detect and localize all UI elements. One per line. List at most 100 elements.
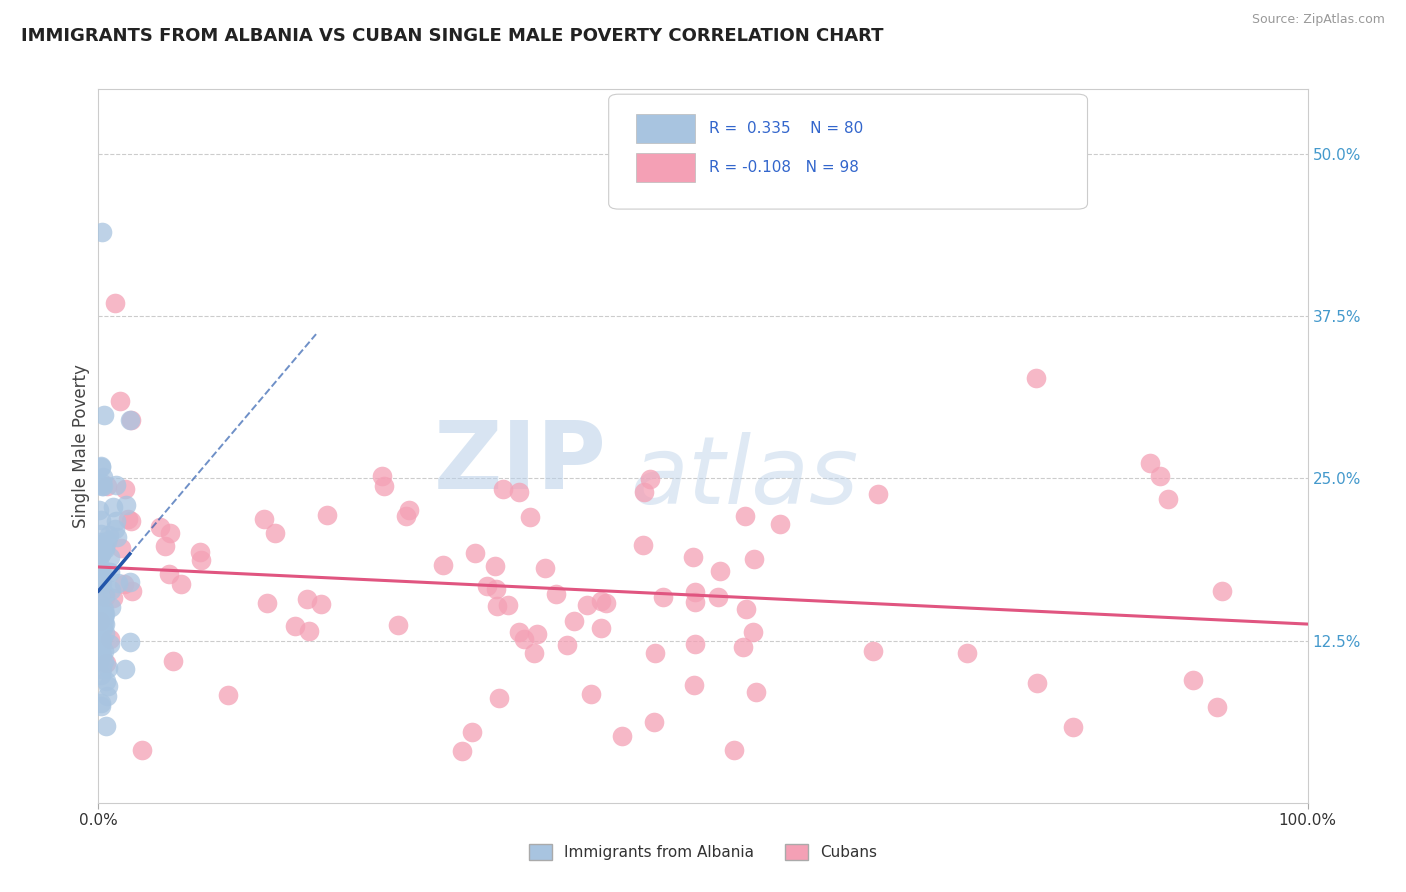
Point — [589, 594, 612, 608]
Point — [89, 570, 111, 584]
Point — [159, 526, 181, 541]
Point — [93, 625, 115, 640]
Point — [1181, 673, 1204, 687]
Point — [731, 640, 754, 655]
Point — [89, 590, 111, 604]
Point — [451, 744, 474, 758]
Point — [651, 590, 673, 604]
Point — [643, 715, 665, 730]
Point — [1139, 456, 1161, 470]
Point — [256, 596, 278, 610]
Point — [298, 624, 321, 638]
Point — [723, 742, 745, 756]
Point — [114, 482, 136, 496]
Point — [513, 632, 536, 646]
Text: R =  0.335    N = 80: R = 0.335 N = 80 — [709, 121, 863, 136]
Point — [508, 624, 530, 639]
Point — [89, 568, 111, 582]
Point — [90, 649, 112, 664]
Point — [89, 654, 111, 668]
Point — [89, 575, 111, 590]
Point — [491, 482, 513, 496]
Point — [631, 538, 654, 552]
Point — [91, 225, 114, 239]
Point — [295, 591, 318, 606]
Point — [579, 687, 602, 701]
Point — [90, 527, 112, 541]
Point — [98, 550, 121, 565]
FancyBboxPatch shape — [637, 153, 695, 182]
Point — [93, 602, 115, 616]
Point — [862, 643, 884, 657]
Point — [1211, 584, 1233, 599]
Point — [461, 724, 484, 739]
Point — [1205, 700, 1227, 714]
Point — [707, 590, 730, 604]
Point — [373, 478, 395, 492]
Point — [105, 478, 128, 492]
Point — [118, 635, 141, 649]
Point — [485, 582, 508, 597]
Point — [93, 607, 115, 621]
Point — [93, 408, 115, 422]
Point — [112, 577, 135, 591]
Point — [87, 624, 110, 638]
Point — [371, 469, 394, 483]
Point — [110, 541, 132, 556]
Point — [633, 485, 655, 500]
Point — [591, 621, 613, 635]
Point — [94, 673, 117, 688]
Point — [87, 535, 110, 549]
Point — [395, 509, 418, 524]
Point — [93, 644, 115, 658]
Point — [96, 719, 118, 733]
Text: IMMIGRANTS FROM ALBANIA VS CUBAN SINGLE MALE POVERTY CORRELATION CHART: IMMIGRANTS FROM ALBANIA VS CUBAN SINGLE … — [21, 27, 883, 45]
Point — [544, 587, 567, 601]
Point — [96, 690, 118, 704]
Point — [745, 685, 768, 699]
Point — [104, 296, 127, 310]
Text: atlas: atlas — [630, 432, 859, 523]
Point — [90, 547, 112, 561]
Point — [101, 591, 124, 605]
Point — [90, 475, 112, 490]
Point — [91, 662, 114, 676]
Point — [98, 565, 121, 579]
Point — [89, 631, 111, 645]
Point — [735, 601, 758, 615]
Point — [90, 568, 112, 582]
Point — [89, 614, 111, 628]
Point — [1149, 468, 1171, 483]
Point — [93, 611, 115, 625]
Point — [253, 512, 276, 526]
Point — [101, 500, 124, 514]
Point — [486, 599, 509, 613]
Point — [90, 537, 112, 551]
Point — [398, 503, 420, 517]
Point — [484, 559, 506, 574]
Point — [91, 540, 114, 554]
Point — [120, 413, 142, 427]
Point — [114, 662, 136, 676]
Point — [432, 558, 454, 572]
Point — [110, 393, 132, 408]
Point — [264, 526, 287, 541]
Point — [89, 619, 111, 633]
Point — [523, 646, 546, 660]
Point — [508, 485, 530, 500]
Point — [866, 487, 889, 501]
Point — [90, 633, 112, 648]
Point — [741, 624, 763, 639]
Point — [104, 523, 127, 537]
Point — [121, 583, 143, 598]
Point — [90, 698, 112, 713]
Point — [162, 654, 184, 668]
Point — [90, 566, 112, 581]
Point — [1025, 370, 1047, 384]
Point — [89, 559, 111, 574]
Point — [170, 577, 193, 591]
Point — [496, 598, 519, 612]
Point — [90, 575, 112, 590]
Point — [117, 512, 139, 526]
Point — [742, 552, 765, 566]
